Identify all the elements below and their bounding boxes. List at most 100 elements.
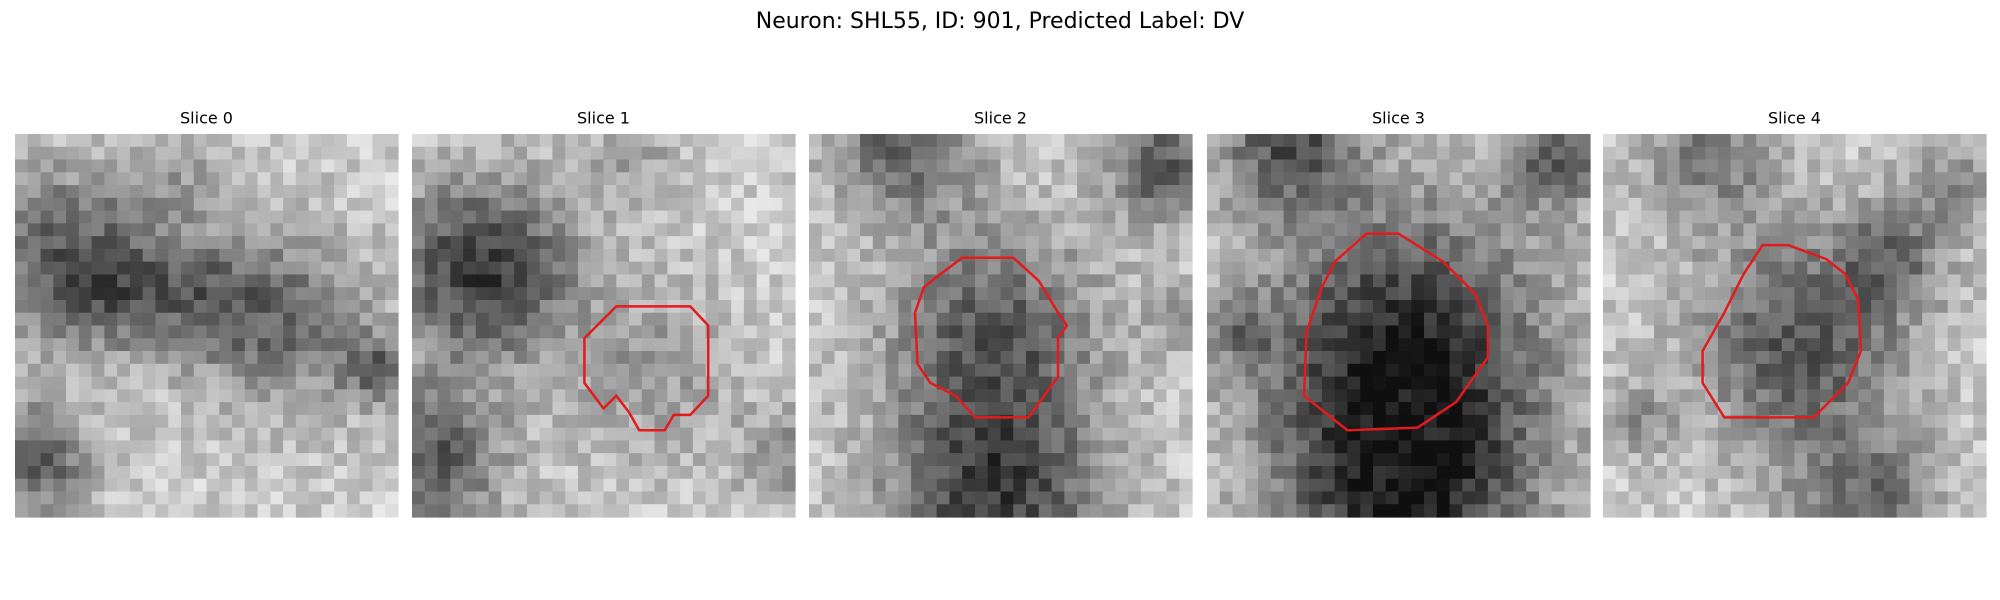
pixel bbox=[1538, 172, 1553, 186]
pixel bbox=[1475, 491, 1489, 505]
pixel bbox=[1258, 197, 1272, 212]
pixel bbox=[321, 134, 335, 148]
pixel bbox=[1615, 287, 1630, 301]
pixel bbox=[257, 172, 271, 186]
pixel bbox=[142, 325, 157, 339]
pixel bbox=[155, 197, 169, 212]
pixel bbox=[27, 504, 42, 518]
pixel bbox=[104, 172, 118, 186]
pixel bbox=[475, 351, 490, 365]
pixel bbox=[232, 376, 246, 390]
pixel bbox=[514, 223, 528, 237]
pixel bbox=[1922, 376, 1936, 390]
pixel bbox=[1628, 312, 1642, 327]
pixel bbox=[308, 236, 322, 250]
pixel bbox=[1871, 325, 1885, 339]
pixel bbox=[885, 146, 899, 161]
pixel bbox=[1960, 402, 1974, 416]
pixel bbox=[680, 478, 694, 493]
pixel bbox=[1679, 299, 1693, 314]
pixel bbox=[1347, 504, 1361, 518]
pixel bbox=[437, 197, 451, 212]
pixel bbox=[629, 261, 643, 276]
pixel bbox=[974, 210, 989, 224]
pixel bbox=[577, 491, 592, 505]
pixel bbox=[769, 402, 783, 416]
pixel bbox=[1026, 299, 1040, 314]
pixel bbox=[1077, 363, 1091, 378]
pixel bbox=[526, 146, 541, 161]
pixel bbox=[1666, 465, 1681, 480]
pixel bbox=[1026, 146, 1040, 161]
pixel bbox=[475, 312, 490, 327]
pixel bbox=[372, 351, 386, 365]
pixel bbox=[1768, 172, 1783, 186]
pixel bbox=[283, 172, 297, 186]
pixel bbox=[40, 223, 54, 237]
pixel bbox=[180, 185, 195, 199]
pixel bbox=[1321, 453, 1336, 467]
pixel bbox=[91, 402, 105, 416]
pixel bbox=[1166, 299, 1180, 314]
pixel bbox=[1424, 491, 1438, 505]
pixel bbox=[1219, 312, 1234, 327]
pixel bbox=[372, 146, 386, 161]
pixel bbox=[66, 351, 80, 365]
pixel bbox=[142, 414, 157, 429]
pixel bbox=[692, 210, 707, 224]
pixel bbox=[1922, 197, 1936, 212]
pixel bbox=[756, 210, 771, 224]
pixel bbox=[911, 236, 925, 250]
pixel bbox=[168, 248, 182, 263]
pixel bbox=[860, 363, 874, 378]
pixel bbox=[949, 402, 963, 416]
pixel bbox=[782, 478, 796, 493]
pixel bbox=[78, 299, 93, 314]
pixel bbox=[616, 159, 630, 173]
pixel bbox=[974, 351, 989, 365]
pixel bbox=[552, 210, 566, 224]
pixel bbox=[1883, 363, 1898, 378]
pixel bbox=[308, 504, 322, 518]
pixel bbox=[821, 312, 836, 327]
pixel bbox=[769, 440, 783, 454]
pixel bbox=[1064, 248, 1078, 263]
pixel bbox=[27, 363, 42, 378]
pixel bbox=[1743, 223, 1757, 237]
pixel bbox=[104, 248, 118, 263]
pixel bbox=[654, 274, 668, 288]
pixel bbox=[1896, 248, 1910, 263]
pixel bbox=[552, 376, 566, 390]
pixel bbox=[78, 146, 93, 161]
pixel bbox=[53, 248, 67, 263]
pixel bbox=[1115, 427, 1129, 441]
pixel bbox=[1089, 197, 1104, 212]
pixel bbox=[1832, 210, 1847, 224]
pixel bbox=[603, 261, 617, 276]
pixel bbox=[15, 134, 29, 148]
pixel bbox=[1283, 223, 1297, 237]
pixel bbox=[1666, 210, 1681, 224]
pixel bbox=[1603, 491, 1617, 505]
pixel bbox=[359, 146, 374, 161]
pixel bbox=[129, 146, 144, 161]
pixel bbox=[1666, 312, 1681, 327]
pixel bbox=[565, 223, 579, 237]
pixel bbox=[1166, 491, 1180, 505]
pixel bbox=[232, 504, 246, 518]
pixel bbox=[1960, 172, 1974, 186]
pixel bbox=[680, 363, 694, 378]
pixel bbox=[1654, 197, 1668, 212]
pixel bbox=[488, 465, 502, 480]
pixel bbox=[782, 312, 796, 327]
pixel bbox=[590, 325, 605, 339]
pixel bbox=[1089, 134, 1104, 148]
pixel bbox=[1756, 363, 1770, 378]
pixel bbox=[1038, 185, 1053, 199]
pixel bbox=[1603, 478, 1617, 493]
pixel bbox=[1603, 159, 1617, 173]
pixel bbox=[1207, 274, 1221, 288]
pixel bbox=[1768, 274, 1783, 288]
pixel bbox=[232, 197, 246, 212]
pixel bbox=[1411, 185, 1425, 199]
